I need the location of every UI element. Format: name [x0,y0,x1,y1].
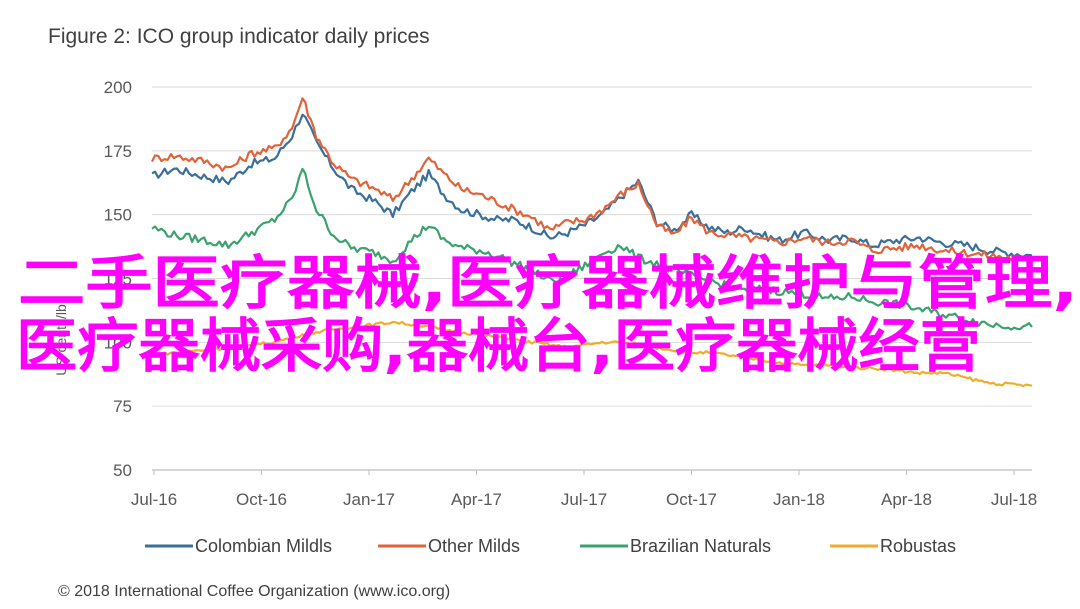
overlay-text-line-1: 二手医疗器械,医疗器械维护与管理, [18,249,1078,317]
y-tick-label: 125 [104,270,132,289]
chart-title: Figure 2: ICO group indicator daily pric… [48,25,430,48]
x-tick-label: Apr-18 [881,490,932,509]
y-tick-label: 175 [104,142,132,161]
y-tick-label: 75 [113,397,132,416]
x-tick-label: Oct-16 [236,490,287,509]
x-tick-labels: Jul-16 Oct-16 Jan-17 Apr-17 Jul-17 Oct-17 Jan-… [131,470,1037,509]
legend-label: Robustas [880,536,956,556]
x-tick-label: Jul-17 [561,490,607,509]
series-line-colombian-mildls [151,113,1033,258]
series-line-robustas [151,320,1033,388]
series-line-other-milds [151,97,1033,264]
legend-label: Brazilian Naturals [630,536,771,556]
x-tick-label: Jul-18 [991,490,1037,509]
legend: Colombian Mildls Other Milds Brazilian Nat… [145,536,956,556]
x-tick-label: Jan-18 [773,490,825,509]
y-tick-labels: 50 75 100 125 150 175 200 [104,78,132,480]
legend-label: Colombian Mildls [195,536,332,556]
y-tick-label: 50 [113,461,132,480]
series-lines [151,97,1033,388]
y-tick-label: 100 [104,333,132,352]
x-tick-label: Apr-17 [451,490,502,509]
overlay-text-line-2: 医疗器械采购,器械台,医疗器械经营 [16,312,981,380]
y-axis-label: US cents/lb [53,304,69,376]
x-tick-label: Jan-17 [343,490,395,509]
y-tick-label: 150 [104,206,132,225]
x-tick-label: Oct-17 [666,490,717,509]
series-line-brazilian-naturals [151,167,1033,331]
legend-label: Other Milds [428,536,520,556]
y-tick-label: 200 [104,78,132,97]
source-footer: © 2018 International Coffee Organization… [58,583,450,600]
x-tick-label: Jul-16 [131,490,177,509]
